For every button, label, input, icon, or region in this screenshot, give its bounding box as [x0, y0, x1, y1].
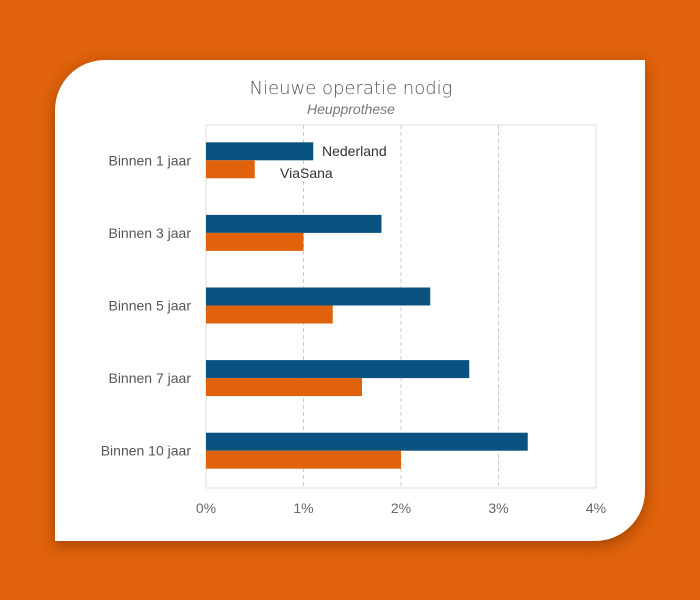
y-category-label: Binnen 1 jaar: [108, 152, 191, 168]
bar-nederland: [206, 432, 528, 451]
x-tick-label: 3%: [488, 500, 508, 516]
y-category-label: Binnen 7 jaar: [108, 370, 191, 386]
y-category-label: Binnen 3 jaar: [108, 225, 191, 241]
chart-title: Nieuwe operatie nodig: [250, 78, 453, 99]
x-tick-label: 1%: [293, 500, 313, 516]
bar-nederland: [206, 287, 431, 306]
y-category-label: Binnen 10 jaar: [101, 443, 192, 459]
bar-viasana: [206, 305, 333, 324]
legend-label-nederland: Nederland: [322, 143, 387, 159]
bar-viasana: [206, 378, 362, 397]
bar-nederland: [206, 142, 314, 161]
bar-viasana: [206, 450, 401, 469]
bar-viasana: [206, 160, 255, 179]
x-tick-label: 4%: [586, 500, 606, 516]
legend-label-viasana: ViaSana: [280, 165, 333, 181]
x-tick-label: 2%: [391, 500, 411, 516]
chart-subtitle: Heupprothese: [307, 101, 395, 117]
y-category-label: Binnen 5 jaar: [108, 298, 191, 314]
x-tick-label: 0%: [196, 500, 216, 516]
bar-nederland: [206, 214, 382, 233]
bar-nederland: [206, 360, 470, 379]
bar-viasana: [206, 232, 304, 251]
